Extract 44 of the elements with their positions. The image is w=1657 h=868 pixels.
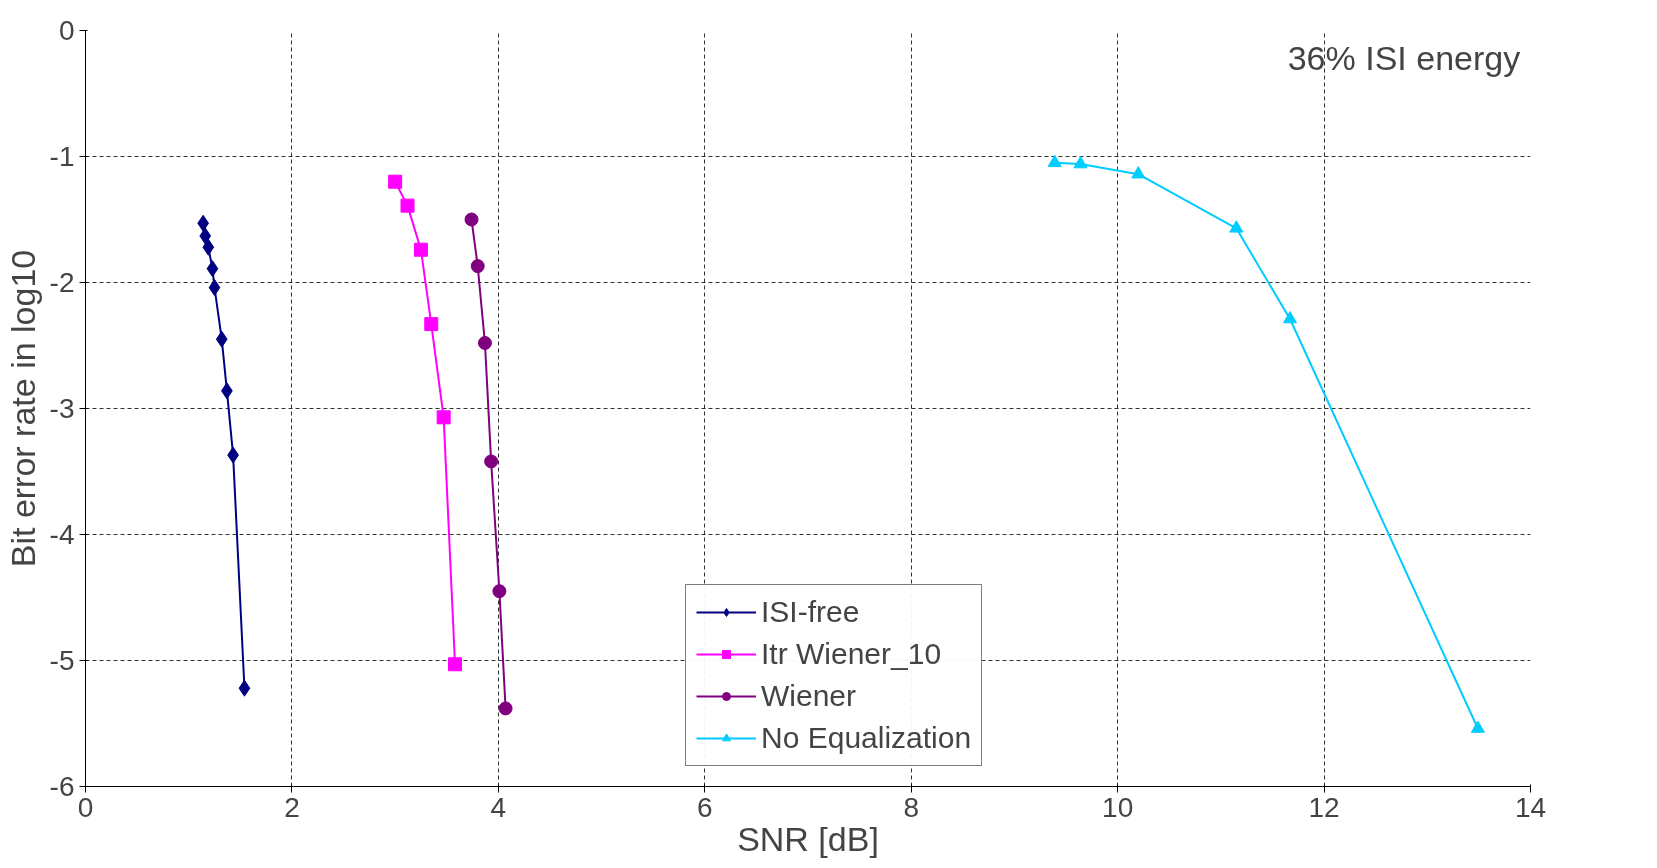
point (477, 335, 492, 350)
point (413, 242, 428, 257)
point (492, 584, 507, 599)
point (436, 410, 451, 425)
point (498, 701, 513, 716)
y-tick-label: -1 (49, 141, 75, 172)
x-tick-label: 2 (284, 791, 300, 823)
legend-label: No Equalization (761, 721, 972, 755)
y-axis-title: Bit error rate in log10 (3, 249, 42, 568)
x-tick-label: 8 (903, 791, 920, 823)
point (400, 198, 415, 213)
y-tick-label: -3 (49, 393, 75, 424)
x-axis-title: SNR [dB] (737, 819, 879, 858)
point (424, 317, 439, 332)
y-tick-label: 0 (58, 15, 75, 46)
x-tick-label: 10 (1102, 791, 1134, 823)
point (1283, 311, 1298, 324)
point (238, 679, 251, 697)
y-tick-label: -5 (49, 645, 75, 676)
point (470, 259, 485, 274)
annotation: 36% ISI energy (1287, 39, 1521, 78)
point (199, 227, 212, 245)
point (1047, 154, 1062, 168)
legend-label: ISI-free (761, 595, 860, 629)
point (206, 260, 219, 278)
y-tick-label: -4 (49, 519, 75, 550)
y-tick-label: -2 (49, 267, 75, 298)
point (202, 238, 215, 256)
point (1073, 156, 1088, 169)
point (1229, 220, 1244, 233)
y-tick-label: -6 (49, 771, 75, 802)
point (448, 657, 463, 672)
x-tick-label: 4 (490, 791, 507, 823)
x-tick-label: 6 (697, 791, 713, 823)
legend-label: Wiener (761, 679, 857, 713)
point (484, 454, 499, 469)
x-tick-label: 14 (1514, 791, 1547, 823)
point (215, 330, 228, 348)
x-tick-label: 12 (1308, 791, 1340, 823)
point (464, 212, 479, 227)
point (1131, 166, 1146, 179)
point (388, 174, 403, 189)
point (208, 279, 221, 297)
legend-label: Itr Wiener_10 (761, 637, 942, 671)
